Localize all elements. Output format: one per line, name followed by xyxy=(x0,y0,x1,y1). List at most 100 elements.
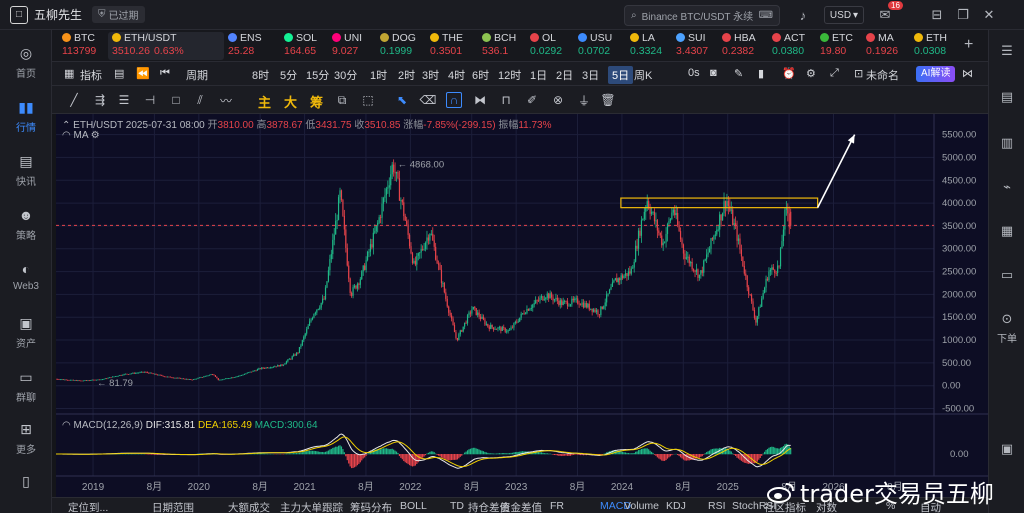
calendar-icon[interactable]: ▤ xyxy=(114,68,125,80)
trend-chart-icon[interactable]: ⌁ xyxy=(1003,179,1011,194)
ruler-icon[interactable]: ⌫ xyxy=(419,93,437,107)
indicator-tab[interactable]: StochRSI xyxy=(732,500,777,512)
link-icon[interactable]: ⧓ xyxy=(474,93,486,107)
indicator-tab[interactable]: 对数 xyxy=(816,502,837,513)
zero-s-button[interactable]: 0s xyxy=(688,67,700,79)
interval-option[interactable]: 4时 xyxy=(448,70,466,82)
indicator-tab[interactable]: 主力大单跟踪 xyxy=(280,502,343,513)
sidebar-item-news[interactable]: ▤ 快讯 xyxy=(0,152,52,189)
interval-option[interactable]: 2时 xyxy=(398,70,416,82)
sidebar-item-web3[interactable]: ◐ Web3 xyxy=(0,260,52,292)
indicator-tab[interactable]: Volume xyxy=(624,500,660,512)
ticker-item[interactable]: MA 0.1926 xyxy=(866,32,910,60)
compare-icon[interactable]: ⧉ xyxy=(337,92,347,107)
indicator-tab[interactable]: RSI xyxy=(708,500,726,512)
ticker-item[interactable]: ETC 19.80 xyxy=(820,32,862,60)
ticker-item[interactable]: ETH 0.0308 xyxy=(914,32,962,60)
document-icon[interactable]: ▤ xyxy=(1000,89,1014,104)
pen-icon[interactable]: ✎ xyxy=(734,68,744,80)
price-chart[interactable]: 5500.00 5000.00 4500.00 4000.00 3500.00 3000.… xyxy=(56,114,988,498)
ticker-item[interactable]: USU 0.0702 xyxy=(578,32,626,60)
order-icon[interactable]: ⊙ xyxy=(1001,311,1013,326)
indicator-tab[interactable]: 自动 xyxy=(920,502,941,513)
sidebar-item-strategy[interactable]: ☻ 策略 xyxy=(0,206,52,242)
status-badge[interactable]: ⛨ 已过期 xyxy=(92,6,145,23)
mail-icon[interactable]: ✉ xyxy=(879,7,891,22)
pin-icon[interactable]: ⊗ xyxy=(552,93,564,107)
big-order-tool[interactable]: 大 xyxy=(284,95,298,110)
ticker-item[interactable]: LA 0.3324 xyxy=(630,32,672,60)
parallel-lines-icon[interactable]: ☰ xyxy=(118,93,130,107)
indicator-tab[interactable]: FR xyxy=(550,500,564,512)
interval-option[interactable]: 8时 xyxy=(252,70,270,82)
indicator-tab[interactable]: % xyxy=(886,500,896,512)
minimize-icon[interactable]: ⊟ xyxy=(931,7,943,22)
interval-option[interactable]: 1时 xyxy=(370,70,388,82)
ticker-item[interactable]: DOG 0.1999 xyxy=(380,32,426,60)
restore-icon[interactable]: ❐ xyxy=(957,7,969,22)
close-icon[interactable]: ✕ xyxy=(983,7,995,22)
interval-option[interactable]: 6时 xyxy=(472,70,490,82)
screenshot-icon[interactable]: ⬚ xyxy=(362,93,374,107)
skip-back-icon[interactable]: ⏮ xyxy=(160,67,170,79)
sidebar-item-assets[interactable]: ▣ 资产 xyxy=(0,314,52,351)
ticker-item[interactable]: ACT 0.0380 xyxy=(772,32,816,60)
interval-option[interactable]: 5日 xyxy=(608,66,634,84)
ray-icon[interactable]: ⇶ xyxy=(94,93,106,107)
eye-icon[interactable]: ◠ xyxy=(62,420,71,431)
ticker-item[interactable]: BCH 536.1 xyxy=(482,32,526,60)
main-force-tool[interactable]: 主 xyxy=(258,95,272,110)
horizontal-line-icon[interactable]: ⊣ xyxy=(144,93,156,107)
fib-icon[interactable]: ⫽ xyxy=(197,92,203,107)
ticker-item[interactable]: ENS 25.28 xyxy=(228,32,280,60)
indicator-tab[interactable]: BOLL xyxy=(400,500,427,512)
trash-icon[interactable]: 🗑 xyxy=(600,93,616,107)
ticker-item[interactable]: BTC 113799 xyxy=(62,32,102,60)
sidebar-item-market[interactable]: ▮▮ 行情 xyxy=(0,98,52,135)
sidebar-item-more[interactable]: ⊞ 更多 xyxy=(0,420,52,457)
indicator-tab[interactable]: 持仓差值 xyxy=(468,502,510,513)
ai-interpret-button[interactable]: AI解读 xyxy=(916,66,956,82)
ticker-item[interactable]: OL 0.0292 xyxy=(530,32,574,60)
indicator-tab[interactable]: 日期范围 xyxy=(152,502,194,513)
trend-line-icon[interactable]: ╱ xyxy=(70,93,78,107)
grid-icon[interactable]: ▦ xyxy=(64,68,75,80)
rewind-icon[interactable]: ⏪ xyxy=(136,68,150,80)
share-icon[interactable]: ⋈ xyxy=(962,68,973,80)
expand-icon[interactable]: ⤢ xyxy=(830,67,839,79)
layers-icon[interactable]: ▭ xyxy=(1000,267,1014,282)
eye-icon[interactable]: ◠ xyxy=(62,130,71,141)
ticker-item[interactable]: ETH/USDT 3510.26 0.63% xyxy=(108,32,224,60)
sidebar-item-device[interactable]: ▯ xyxy=(0,472,52,490)
indicator-tab[interactable]: KDJ xyxy=(666,500,686,512)
settings-icon[interactable]: ⚙ xyxy=(90,130,100,141)
interval-option[interactable]: 周K xyxy=(634,70,653,82)
indicator-tab[interactable]: MACD xyxy=(600,500,631,512)
rectangle-icon[interactable]: □ xyxy=(172,93,180,107)
settings-icon[interactable]: ⚙ xyxy=(806,68,816,80)
chart-area[interactable]: 5500.00 5000.00 4500.00 4000.00 3500.00 3000.… xyxy=(56,114,988,513)
interval-option[interactable]: 3日 xyxy=(582,70,600,82)
indicator-tab[interactable]: TD xyxy=(450,500,464,512)
magnet-icon[interactable]: ∩ xyxy=(446,92,462,108)
brush-icon[interactable]: 〰 xyxy=(219,93,232,108)
panel-icon[interactable]: ▣ xyxy=(1000,441,1014,456)
lock-icon[interactable]: ⊓ xyxy=(501,93,511,107)
indicator-tab[interactable]: 资金差值 xyxy=(500,502,542,513)
chevron-icon[interactable]: ⌃ xyxy=(62,120,71,131)
interval-option[interactable]: 1日 xyxy=(530,70,548,82)
book-icon[interactable]: ▥ xyxy=(1000,135,1014,150)
interval-option[interactable]: 15分 xyxy=(306,70,330,82)
interval-option[interactable]: 30分 xyxy=(334,70,358,82)
sidebar-item-chat[interactable]: ▭ 群聊 xyxy=(0,368,52,405)
cursor-icon[interactable]: ⬉ xyxy=(396,93,408,107)
ticker-item[interactable]: HBA 0.2382 xyxy=(722,32,768,60)
layout-icon[interactable]: ⊡ xyxy=(854,68,864,80)
interval-option[interactable]: 3时 xyxy=(422,70,440,82)
sidebar-item-home[interactable]: ◎ 首页 xyxy=(0,44,52,81)
camera-icon[interactable]: ◙ xyxy=(710,67,717,79)
currency-select[interactable]: USD ▾ xyxy=(824,6,864,24)
keyboard-icon[interactable]: ⌨ xyxy=(758,10,773,21)
layout-name[interactable]: 未命名 xyxy=(866,70,899,82)
bar-chart-icon[interactable]: ▮ xyxy=(758,68,765,80)
